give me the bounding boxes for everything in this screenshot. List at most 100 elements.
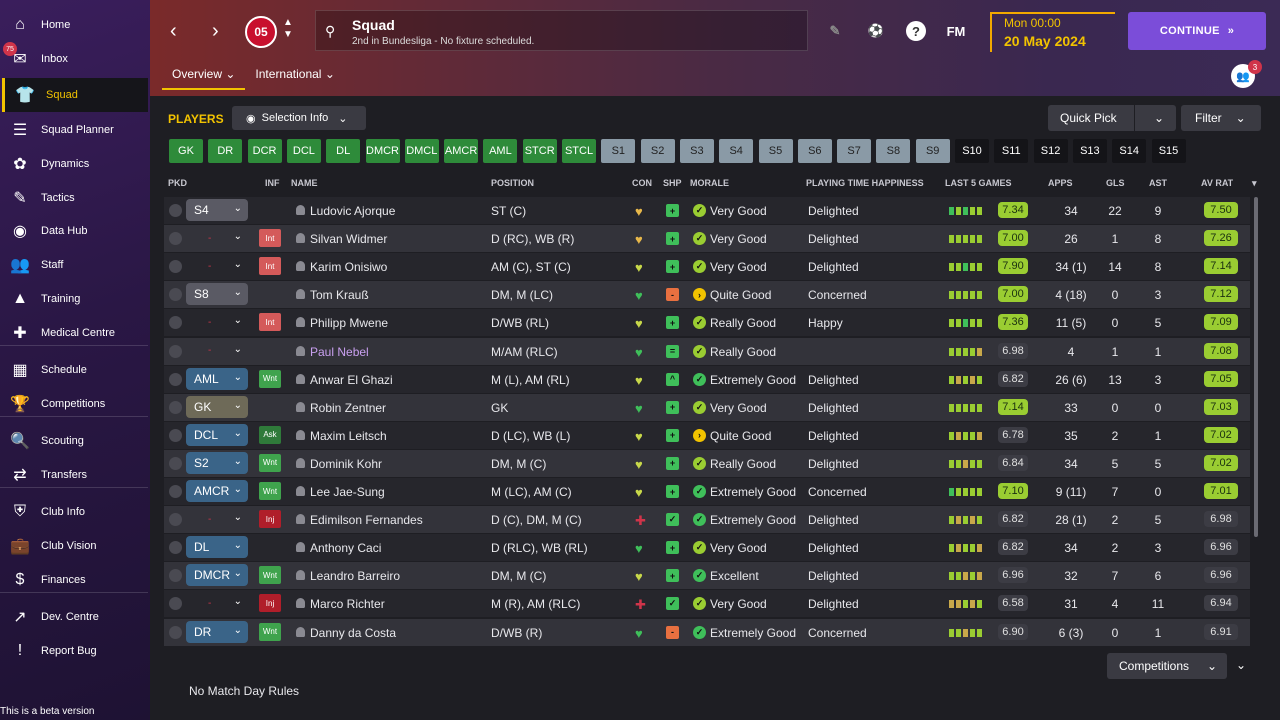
info-tag[interactable]: Inj xyxy=(259,510,281,529)
position-tab-s11[interactable]: S11 xyxy=(994,139,1029,163)
position-tab-stcr[interactable]: STCR xyxy=(522,139,557,163)
chevron-updown-icon[interactable]: ▲ ▼ xyxy=(283,17,293,40)
position-tab-s6[interactable]: S6 xyxy=(797,139,832,163)
pick-checkbox[interactable] xyxy=(169,569,182,583)
sidebar-item-competitions[interactable]: 🏆 Competitions xyxy=(0,389,148,419)
info-tag[interactable]: Ask xyxy=(259,425,281,444)
info-tag[interactable]: Wnt xyxy=(259,482,281,500)
position-tab-dr[interactable]: DR xyxy=(208,139,243,163)
position-tab-s3[interactable]: S3 xyxy=(679,139,714,163)
sidebar-item-scouting[interactable]: 🔍 Scouting xyxy=(0,426,148,456)
player-name[interactable]: Tom Krauß xyxy=(310,288,369,303)
info-tag[interactable]: Wnt xyxy=(259,566,281,585)
player-name[interactable]: Philipp Mwene xyxy=(310,316,389,331)
selection-dropdown[interactable]: DR ⌄ xyxy=(186,620,248,643)
info-tag[interactable]: Wnt xyxy=(259,622,281,641)
player-name[interactable]: Leandro Barreiro xyxy=(310,569,401,584)
table-row[interactable]: - ⌄ Paul Nebel M/AM (RLC) ♥ = ✓ Really Good 6.98… xyxy=(164,337,1250,365)
search-box[interactable]: ⚲ Squad 2nd in Bundesliga - No fixture s… xyxy=(315,10,808,51)
selection-info-dropdown[interactable]: ◉ Selection Info ⌄ xyxy=(232,106,366,130)
selection-dropdown[interactable]: S8 ⌄ xyxy=(186,283,248,306)
info-tag[interactable]: Inj xyxy=(259,594,281,613)
sidebar-item-medical-centre[interactable]: ✚ Medical Centre xyxy=(0,318,148,348)
info-tag[interactable]: Wnt xyxy=(259,369,281,388)
player-name[interactable]: Karim Onisiwo xyxy=(310,260,388,275)
selection-dropdown[interactable]: - ⌄ xyxy=(186,592,248,614)
pick-checkbox[interactable] xyxy=(169,485,182,498)
filter-button[interactable]: Filter ⌄ xyxy=(1181,105,1261,131)
selection-dropdown[interactable]: GK ⌄ xyxy=(186,395,248,418)
sidebar-item-dev-centre[interactable]: ↗ Dev. Centre xyxy=(0,602,148,632)
position-tab-s14[interactable]: S14 xyxy=(1112,139,1147,163)
position-tab-s1[interactable]: S1 xyxy=(601,139,636,163)
table-row[interactable]: GK ⌄ Robin Zentner GK ♥ + ✓ Very Good Delighted 7… xyxy=(164,393,1250,421)
sidebar-item-transfers[interactable]: ⇄ Transfers xyxy=(0,460,148,490)
col-inf[interactable]: INF xyxy=(265,178,280,188)
pick-checkbox[interactable] xyxy=(169,513,182,527)
selection-dropdown[interactable]: - ⌄ xyxy=(186,311,248,333)
sidebar-item-dynamics[interactable]: ✿ Dynamics xyxy=(0,149,148,179)
fm-menu-button[interactable]: FM xyxy=(946,23,966,39)
sidebar-item-club-vision[interactable]: 💼 Club Vision xyxy=(0,531,148,561)
position-tab-dcl[interactable]: DCL xyxy=(286,139,321,163)
column-options-icon[interactable]: ▾ xyxy=(1252,178,1257,188)
position-tab-dl[interactable]: DL xyxy=(326,139,361,163)
pick-checkbox[interactable] xyxy=(169,288,182,302)
table-row[interactable]: - ⌄ Int Karim Onisiwo AM (C), ST (C) ♥ + ✓ Very … xyxy=(164,253,1250,281)
col-position[interactable]: POSITION xyxy=(491,178,535,188)
pick-checkbox[interactable] xyxy=(169,428,182,442)
sidebar-item-training[interactable]: ▲ Training xyxy=(0,284,148,314)
table-row[interactable]: S2 ⌄ Wnt Dominik Kohr DM, M (C) ♥ + ✓ Really Goo… xyxy=(164,449,1250,477)
back-arrow-icon[interactable]: ‹ xyxy=(170,20,177,42)
sidebar-item-club-info[interactable]: ⛨ Club Info xyxy=(0,497,148,527)
selection-dropdown[interactable]: S4 ⌄ xyxy=(186,199,248,221)
sidebar-item-home[interactable]: ⌂ Home xyxy=(0,10,148,40)
position-tab-s5[interactable]: S5 xyxy=(758,139,793,163)
selection-dropdown[interactable]: - ⌄ xyxy=(186,508,248,530)
table-row[interactable]: AML ⌄ Wnt Anwar El Ghazi M (L), AM (RL) ♥ ^ ✓ Ex… xyxy=(164,365,1250,393)
sidebar-item-squad[interactable]: 👕 Squad xyxy=(2,78,148,112)
position-tab-s2[interactable]: S2 xyxy=(640,139,675,163)
info-tag[interactable]: Int xyxy=(259,313,281,332)
player-name[interactable]: Ludovic Ajorque xyxy=(310,204,396,218)
position-tab-s7[interactable]: S7 xyxy=(837,139,872,163)
player-name[interactable]: Anthony Caci xyxy=(310,541,382,556)
table-row[interactable]: - ⌄ Inj Edimilson Fernandes D (C), DM, M (C)… xyxy=(164,506,1250,534)
player-name[interactable]: Dominik Kohr xyxy=(310,456,383,471)
col-con[interactable]: CON xyxy=(632,178,652,188)
player-name[interactable]: Marco Richter xyxy=(310,597,385,612)
player-name[interactable]: Robin Zentner xyxy=(310,400,387,415)
selection-dropdown[interactable]: DMCR ⌄ xyxy=(186,564,248,587)
col-avrat[interactable]: AV RAT xyxy=(1201,178,1234,188)
selection-dropdown[interactable]: - ⌄ xyxy=(186,227,248,249)
table-row[interactable]: S4 ⌄ Ludovic Ajorque ST (C) ♥ + ✓ Very Good Deli… xyxy=(164,197,1250,224)
selection-dropdown[interactable]: DCL ⌄ xyxy=(186,423,248,446)
pick-checkbox[interactable] xyxy=(169,597,182,611)
table-row[interactable]: DR ⌄ Wnt Danny da Costa D/WB (R) ♥ - ✓ Extremely… xyxy=(164,618,1250,646)
selection-dropdown[interactable]: - ⌄ xyxy=(186,340,248,362)
position-tab-aml[interactable]: AML xyxy=(483,139,518,163)
table-row[interactable]: - ⌄ Inj Marco Richter M (R), AM (RLC) ✚ ✓ ✓ Very… xyxy=(164,590,1250,618)
sidebar-item-tactics[interactable]: ✎ Tactics xyxy=(0,183,148,213)
chevron-down-icon[interactable]: ⌄ xyxy=(1236,658,1247,672)
table-row[interactable]: S8 ⌄ Tom Krauß DM, M (LC) ♥ - › Quite Good Conce… xyxy=(164,281,1250,309)
tab-international[interactable]: International ⌄ xyxy=(255,67,335,81)
selection-dropdown[interactable]: S2 ⌄ xyxy=(186,451,248,474)
pick-checkbox[interactable] xyxy=(169,232,182,246)
position-tab-s4[interactable]: S4 xyxy=(719,139,754,163)
table-row[interactable]: - ⌄ Int Silvan Widmer D (RC), WB (R) ♥ + ✓ Very … xyxy=(164,225,1250,253)
pick-checkbox[interactable] xyxy=(169,316,182,330)
sidebar-item-finances[interactable]: $ Finances xyxy=(0,565,148,595)
position-tab-amcr[interactable]: AMCR xyxy=(444,139,479,163)
help-icon[interactable]: ? xyxy=(906,21,926,41)
player-name[interactable]: Danny da Costa xyxy=(310,625,397,640)
sidebar-item-data-hub[interactable]: ◉ Data Hub xyxy=(0,216,148,246)
position-tab-dmcl[interactable]: DMCL xyxy=(404,139,439,163)
player-name[interactable]: Lee Jae-Sung xyxy=(310,485,385,499)
position-tab-s12[interactable]: S12 xyxy=(1033,139,1068,163)
pencil-icon[interactable]: ✎ xyxy=(829,23,841,38)
pick-checkbox[interactable] xyxy=(169,260,182,274)
pick-checkbox[interactable] xyxy=(169,456,182,470)
info-tag[interactable]: Int xyxy=(259,257,281,276)
selection-dropdown[interactable]: - ⌄ xyxy=(186,255,248,277)
